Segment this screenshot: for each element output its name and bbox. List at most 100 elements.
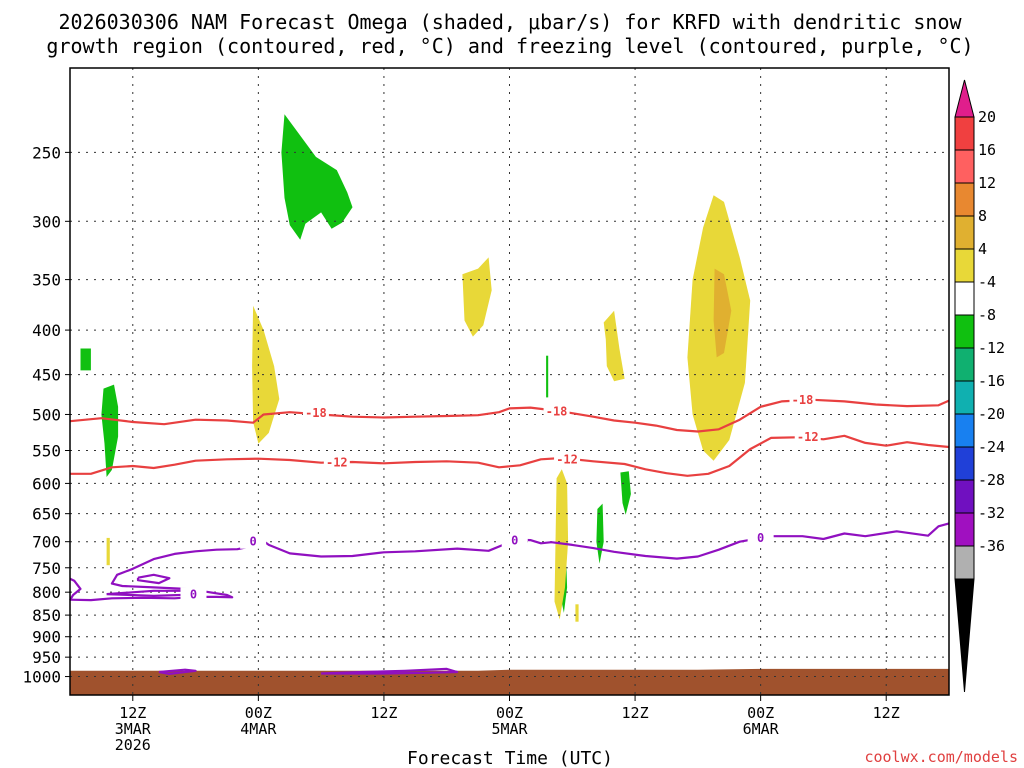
- colorbar-swatch: [954, 545, 975, 580]
- colorbar-label: -8: [978, 306, 996, 324]
- omega-pos-2: [462, 257, 492, 337]
- y-tick-label: 900: [32, 628, 61, 647]
- omega-neg-3: [101, 384, 119, 477]
- colorbar-swatch: [954, 182, 975, 217]
- y-tick-label: 950: [32, 648, 61, 667]
- y-tick-label: 600: [32, 474, 61, 493]
- colorbar-swatch: [954, 446, 975, 481]
- contour-line: [69, 522, 950, 602]
- contour-label: -12: [797, 430, 819, 444]
- y-tick-label: 750: [32, 559, 61, 578]
- x-tick-label: 00Z: [245, 704, 272, 722]
- contour-line: [69, 577, 82, 601]
- omega-neg-2: [80, 348, 91, 371]
- chart-title-line-2: growth region (contoured, red, °C) and f…: [46, 34, 973, 58]
- x-tick-label: 5MAR: [491, 720, 528, 738]
- omega-neg-1: [281, 114, 353, 240]
- contour-label-bg: [180, 587, 207, 602]
- omega-pos-7: [106, 537, 110, 566]
- colorbar-label: -12: [978, 339, 1005, 357]
- contour-label: 0: [250, 535, 257, 549]
- contour-label: -18: [546, 404, 568, 418]
- contour-label-bg: [302, 405, 329, 420]
- x-tick-label: 12Z: [119, 704, 146, 722]
- ground-surface: [70, 668, 949, 695]
- chart-title-line-1: 2026030306 NAM Forecast Omega (shaded, μ…: [58, 10, 962, 34]
- colorbar-label: 4: [978, 240, 987, 258]
- omega-pos-1: [252, 305, 280, 444]
- y-tick-label: 500: [32, 405, 61, 424]
- colorbar-label: -16: [978, 372, 1005, 390]
- x-tick-label: 00Z: [747, 704, 774, 722]
- contour-label-bg: [747, 530, 774, 545]
- y-tick-label: 450: [32, 366, 61, 385]
- colorbar-label: 8: [978, 207, 987, 225]
- colorbar-swatch: [954, 215, 975, 250]
- colorbar-swatch: [954, 149, 975, 184]
- contour-label-bg: [543, 404, 570, 419]
- omega-pos-3: [603, 310, 625, 382]
- contour-label: 0: [757, 531, 764, 545]
- contour-line: [321, 667, 459, 675]
- colorbar-label: -28: [978, 471, 1005, 489]
- y-tick-label: 250: [32, 143, 61, 162]
- colorbar-label: 16: [978, 141, 996, 159]
- colorbar-label: -20: [978, 405, 1005, 423]
- omega-pos-8: [713, 268, 732, 358]
- colorbar-label: -36: [978, 537, 1005, 555]
- y-tick-label: 1000: [22, 668, 61, 687]
- x-tick-label: 2026: [115, 736, 151, 754]
- x-tick-label: 12Z: [873, 704, 900, 722]
- x-tick-label: 12Z: [370, 704, 397, 722]
- x-tick-label: 00Z: [496, 704, 523, 722]
- contour-label: -18: [792, 393, 814, 407]
- contour-line: [70, 434, 950, 477]
- contour-label: 0: [190, 588, 197, 602]
- x-tick-label: 3MAR: [115, 720, 152, 738]
- y-tick-label: 650: [32, 505, 61, 524]
- colorbar-swatch: [954, 380, 975, 415]
- x-axis-label: Forecast Time (UTC): [407, 748, 613, 768]
- y-axis: 250 300 350 400 450 500 550 600 650 700 750 800 850 9…: [22, 143, 70, 687]
- colorbar-label: 12: [978, 174, 996, 192]
- y-tick-label: 300: [32, 212, 61, 231]
- contour-label: 0: [511, 534, 518, 548]
- credit-text[interactable]: coolwx.com/models: [864, 748, 1018, 766]
- omega-pos-6: [575, 604, 579, 622]
- omega-neg-6: [620, 471, 631, 515]
- colorbar-swatch: [954, 314, 975, 349]
- contour-line: [136, 573, 171, 585]
- x-tick-label: 6MAR: [743, 720, 780, 738]
- plot-grid: [70, 68, 949, 695]
- colorbar: 20 16 12 8 4 -4 -8 -12 -16 -20 -24 -28 -32 -36: [954, 79, 1005, 693]
- contour-label-bg: [789, 392, 816, 407]
- colorbar-swatch: [954, 413, 975, 448]
- contour-line: [158, 668, 197, 676]
- colorbar-label: 20: [978, 108, 996, 126]
- colorbar-top-arrow: [954, 79, 975, 118]
- omega-shading: [80, 114, 751, 622]
- colorbar-swatch: [954, 248, 975, 283]
- x-tick-label: 12Z: [622, 704, 649, 722]
- colorbar-swatch: [954, 512, 975, 547]
- colorbar-label: -32: [978, 504, 1005, 522]
- contour-label-bg: [240, 534, 267, 549]
- colorbar-swatch: [954, 116, 975, 151]
- colorbar-swatch: [954, 479, 975, 514]
- contour-label-bg: [501, 533, 528, 548]
- x-tick-label: 4MAR: [240, 720, 277, 738]
- y-tick-label: 700: [32, 533, 61, 552]
- contour-label-bg: [323, 455, 350, 470]
- colorbar-swatch: [954, 281, 975, 316]
- colorbar-swatch: [954, 347, 975, 382]
- contour-label-bg: [554, 452, 581, 467]
- surface-terrain: [70, 668, 949, 695]
- colorbar-bottom-arrow: [954, 578, 975, 693]
- y-tick-label: 800: [32, 583, 61, 602]
- contour-label-bg: [794, 430, 821, 445]
- contour-label: -12: [326, 456, 348, 470]
- y-tick-label: 850: [32, 606, 61, 625]
- contour-label: -12: [556, 452, 578, 466]
